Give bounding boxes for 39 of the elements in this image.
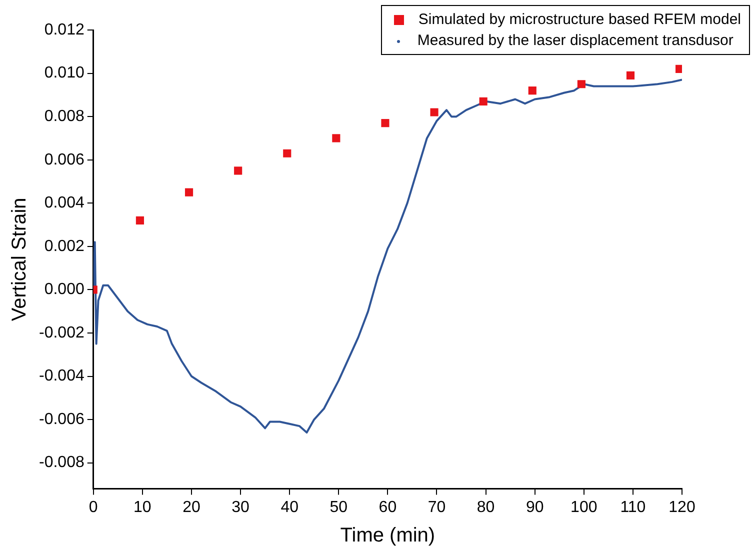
point [184, 188, 194, 196]
point [430, 108, 438, 116]
x-tick-label: 80 [476, 498, 495, 516]
y-tick-label: -0.002 [38, 324, 84, 342]
y-tick-label: 0.010 [44, 64, 84, 82]
point [479, 97, 488, 106]
x-tick-label: 0 [88, 498, 98, 516]
x-tick-label: 10 [134, 498, 152, 516]
point [528, 86, 536, 95]
point [577, 80, 586, 88]
x-tick-label: 20 [182, 498, 200, 516]
legend-label: Simulated by microstructure based RFEM model [418, 11, 741, 28]
y-tick-label: 0.008 [44, 108, 84, 125]
x-tick-label: 110 [620, 498, 646, 516]
point [283, 149, 292, 158]
x-tick-label: 50 [330, 498, 348, 516]
y-tick-label: -0.006 [38, 410, 84, 428]
point [234, 166, 242, 175]
y-tick-label: -0.004 [38, 368, 84, 385]
y-tick-label: -0.008 [38, 454, 84, 472]
y-tick-label: 0.002 [44, 238, 84, 255]
point [332, 134, 340, 142]
x-tick-label: 70 [428, 498, 446, 516]
x-tick-label: 100 [570, 498, 598, 516]
y-tick-label: 0.000 [44, 281, 84, 298]
y-axis-title: Vertical Strain [8, 198, 31, 322]
point [136, 216, 144, 224]
point [381, 119, 390, 128]
y-tick-label: 0.012 [44, 21, 84, 38]
y-tick-label: 0.006 [44, 151, 84, 168]
x-tick-label: 40 [280, 498, 299, 516]
legend-label: Measured by the laser displacement transdusor [417, 32, 734, 49]
x-tick-label: 120 [668, 498, 696, 516]
y-tick-label: 0.004 [44, 194, 84, 212]
x-tick-label: 60 [378, 498, 397, 516]
x-axis-title: Time (min) [340, 524, 436, 547]
point [626, 71, 635, 80]
x-tick-label: 90 [526, 498, 544, 516]
x-tick-label: 30 [232, 498, 250, 516]
